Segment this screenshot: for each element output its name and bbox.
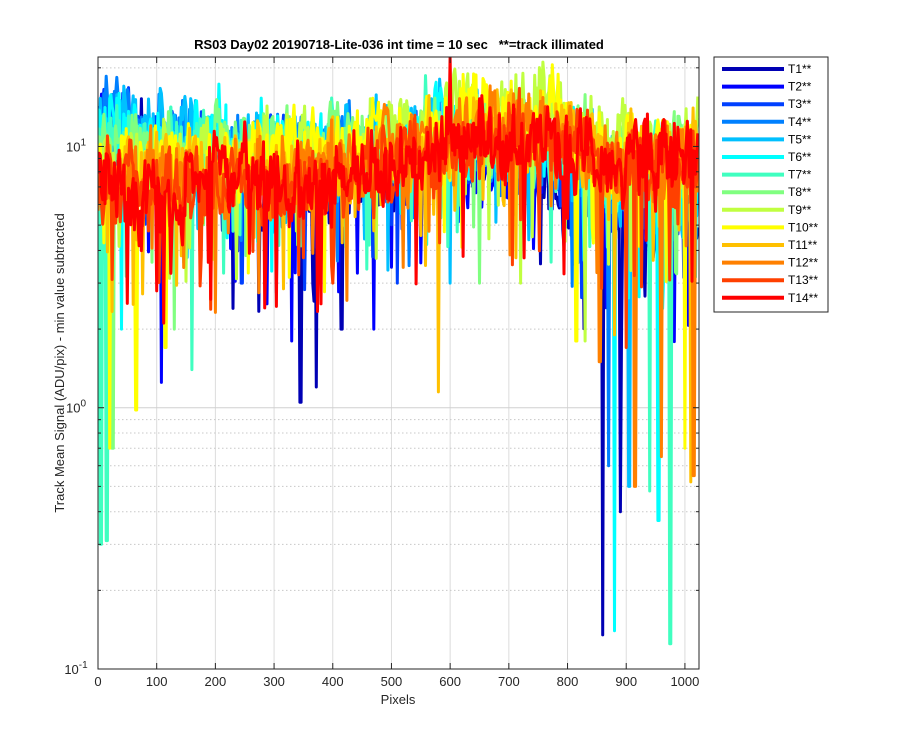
legend-label: T7** <box>788 168 812 182</box>
y-tick-exponent: 0 <box>80 399 86 410</box>
y-tick-base: 10 <box>66 139 80 154</box>
x-tick-label: 600 <box>439 674 461 689</box>
series-lines <box>98 57 699 646</box>
x-tick-label: 100 <box>146 674 168 689</box>
x-tick-label: 900 <box>615 674 637 689</box>
x-tick-label: 700 <box>498 674 520 689</box>
y-tick-exponent: 1 <box>80 137 86 148</box>
legend-label: T3** <box>788 97 812 111</box>
y-tick-label: 10-1 <box>64 660 88 677</box>
series-line-t14 <box>98 57 699 325</box>
x-tick-label: 1000 <box>670 674 699 689</box>
legend-label: T12** <box>788 256 818 270</box>
legend-label: T8** <box>788 185 812 199</box>
legend-label: T14** <box>788 291 818 305</box>
x-tick-label: 500 <box>381 674 403 689</box>
legend-box <box>713 56 829 313</box>
y-tick-base: 10 <box>66 401 80 416</box>
legend-label: T5** <box>788 132 812 146</box>
legend-label: T13** <box>788 273 818 287</box>
plot-frame <box>97 56 700 670</box>
x-tick-label: 200 <box>205 674 227 689</box>
chart-title: RS03 Day02 20190718-Lite-036 int time = … <box>194 37 604 52</box>
x-axis-label: Pixels <box>381 692 416 707</box>
legend-label: T10** <box>788 220 818 234</box>
legend-label: T11** <box>788 238 817 252</box>
legend: T1** T2** T3** T4** T5** T6** T7** T8** T9** T10*… <box>713 56 829 313</box>
legend-label: T1** <box>788 62 812 76</box>
legend-label: T6** <box>788 150 812 164</box>
x-tick-label: 800 <box>557 674 579 689</box>
y-tick-exponent: -1 <box>79 660 88 671</box>
y-axis-label: Track Mean Signal (ADU/pix) - min value … <box>52 213 67 512</box>
axis-ticks: 0 100 200 300 400 500 600 700 800 900 100010-11001… <box>64 57 699 689</box>
x-tick-label: 400 <box>322 674 344 689</box>
x-tick-label: 300 <box>263 674 285 689</box>
x-tick-label: 0 <box>94 674 101 689</box>
legend-label: T4** <box>788 115 812 129</box>
legend-label: T2** <box>788 80 812 94</box>
y-tick-label: 101 <box>66 137 86 154</box>
legend-label: T9** <box>788 203 812 217</box>
y-tick-label: 100 <box>66 399 86 416</box>
y-tick-base: 10 <box>64 662 78 677</box>
